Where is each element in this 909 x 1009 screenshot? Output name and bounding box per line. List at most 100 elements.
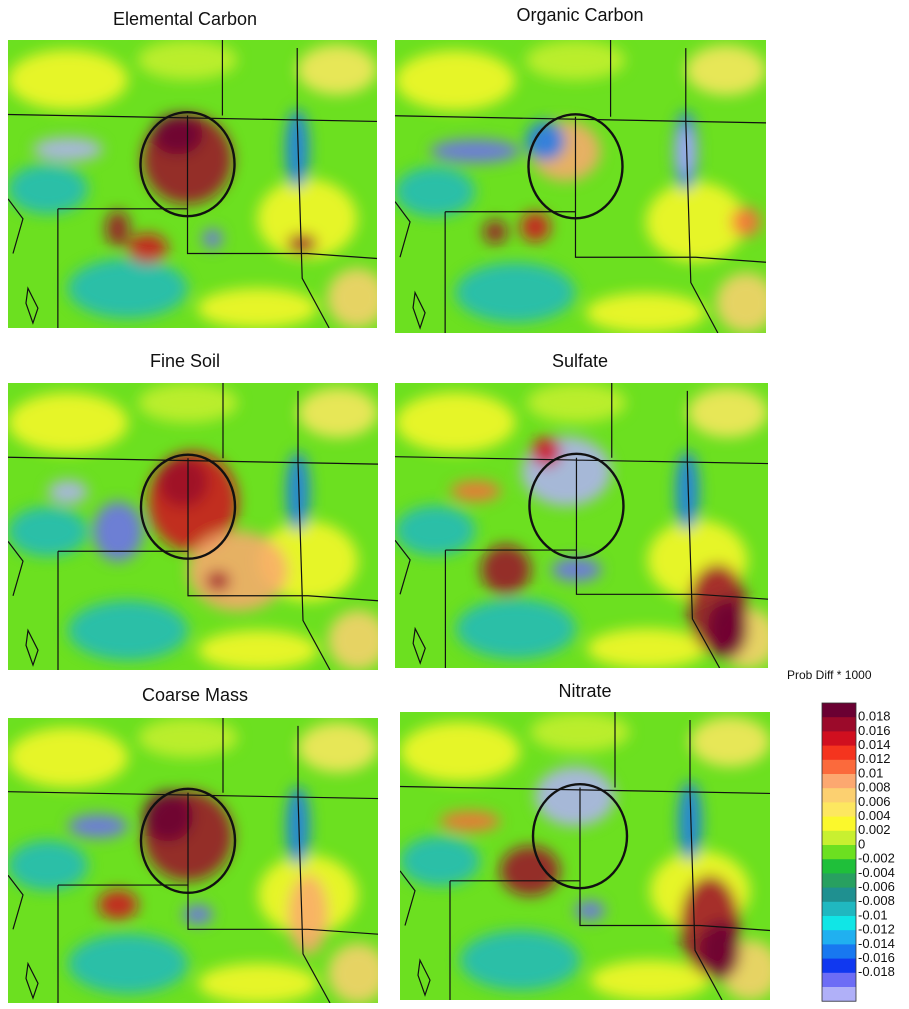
shade — [686, 45, 766, 95]
colorbar-label: -0.002 — [858, 851, 895, 866]
colorbar-label: 0.006 — [858, 794, 891, 809]
colorbar-label: 0.012 — [858, 751, 891, 766]
colorbar-label: -0.008 — [858, 893, 895, 908]
shade — [8, 727, 128, 787]
colorbar-label: -0.016 — [858, 950, 895, 965]
shade — [481, 545, 531, 595]
colorbar-label: -0.01 — [858, 907, 888, 922]
colorbar-band — [822, 987, 856, 1002]
shade — [456, 599, 576, 659]
shade — [297, 45, 377, 95]
shade — [646, 182, 746, 262]
colorbar-band — [822, 760, 856, 775]
colorbar-label: 0.016 — [858, 723, 891, 738]
shade — [93, 501, 143, 561]
shade — [455, 263, 575, 323]
colorbar-band — [822, 959, 856, 974]
shade — [430, 139, 520, 163]
map-field — [8, 383, 388, 671]
shade — [328, 944, 388, 1004]
panel-title: Elemental Carbon — [113, 9, 257, 29]
map-field — [395, 383, 778, 669]
colorbar-label: 0.014 — [858, 737, 891, 752]
colorbar-band — [822, 717, 856, 732]
shade — [33, 137, 103, 161]
map-field — [8, 40, 387, 328]
shade — [198, 630, 318, 670]
shade — [328, 610, 388, 670]
shade — [8, 506, 88, 556]
shade — [8, 164, 88, 214]
shade — [395, 167, 475, 217]
shade — [586, 293, 706, 333]
colorbar-label: 0 — [858, 836, 865, 851]
shade — [68, 934, 188, 994]
shade — [128, 234, 168, 264]
colorbar-label: -0.018 — [858, 964, 895, 979]
shade — [143, 791, 193, 841]
panel-title: Sulfate — [552, 351, 608, 371]
shade — [395, 50, 515, 110]
colorbar-band — [822, 930, 856, 945]
shade — [688, 387, 768, 437]
shade — [288, 875, 328, 955]
shade — [400, 722, 520, 782]
map — [8, 718, 388, 1004]
colorbar-band — [822, 731, 856, 746]
panel-title: Fine Soil — [150, 351, 220, 371]
panel-title: Coarse Mass — [142, 685, 248, 705]
shade — [206, 571, 230, 591]
colorbar-label: 0.002 — [858, 822, 891, 837]
shade — [188, 531, 288, 611]
colorbar-band — [822, 859, 856, 874]
colorbar-label: 0.004 — [858, 808, 891, 823]
shade — [451, 481, 501, 501]
map-field — [400, 712, 780, 1000]
map — [395, 40, 776, 333]
map — [8, 383, 388, 671]
shade — [298, 388, 378, 438]
shade — [68, 600, 188, 660]
shade — [731, 207, 761, 237]
colorbar-band — [822, 774, 856, 789]
shade — [68, 258, 188, 318]
colorbar-band — [822, 888, 856, 903]
shade — [590, 960, 710, 1000]
shade — [327, 268, 387, 328]
shade — [440, 811, 500, 831]
colorbar-band — [822, 788, 856, 803]
shade — [68, 814, 128, 838]
colorbar-label: -0.004 — [858, 865, 895, 880]
colorbar-label: 0.01 — [858, 765, 883, 780]
colorbar-band — [822, 802, 856, 817]
shade — [395, 505, 475, 555]
shade — [98, 890, 138, 920]
colorbar-band — [822, 845, 856, 860]
figure: Elemental Carbon Organic Carbon Fine Soil S… — [0, 0, 909, 1009]
shade — [8, 840, 88, 890]
shade — [483, 220, 507, 244]
colorbar-band — [822, 746, 856, 761]
shade — [287, 234, 317, 254]
colorbar-title: Prob Diff * 1000 — [787, 668, 872, 682]
panel-title: Nitrate — [558, 681, 611, 701]
colorbar-band — [822, 916, 856, 931]
map-field — [8, 718, 388, 1004]
shade — [202, 229, 222, 249]
colorbar-band — [822, 973, 856, 988]
shade — [106, 211, 130, 247]
colorbar-label: 0.018 — [858, 709, 891, 724]
shade — [531, 437, 561, 467]
shade — [716, 273, 776, 333]
colorbar-label: -0.014 — [858, 936, 895, 951]
shade — [587, 628, 707, 668]
shade — [298, 722, 378, 772]
shade — [400, 836, 480, 886]
colorbar-band — [822, 902, 856, 917]
shade — [198, 963, 318, 1003]
panel-title: Organic Carbon — [516, 5, 643, 25]
map — [8, 40, 387, 328]
shade — [500, 846, 560, 896]
shade — [158, 457, 208, 507]
shade — [197, 288, 317, 328]
